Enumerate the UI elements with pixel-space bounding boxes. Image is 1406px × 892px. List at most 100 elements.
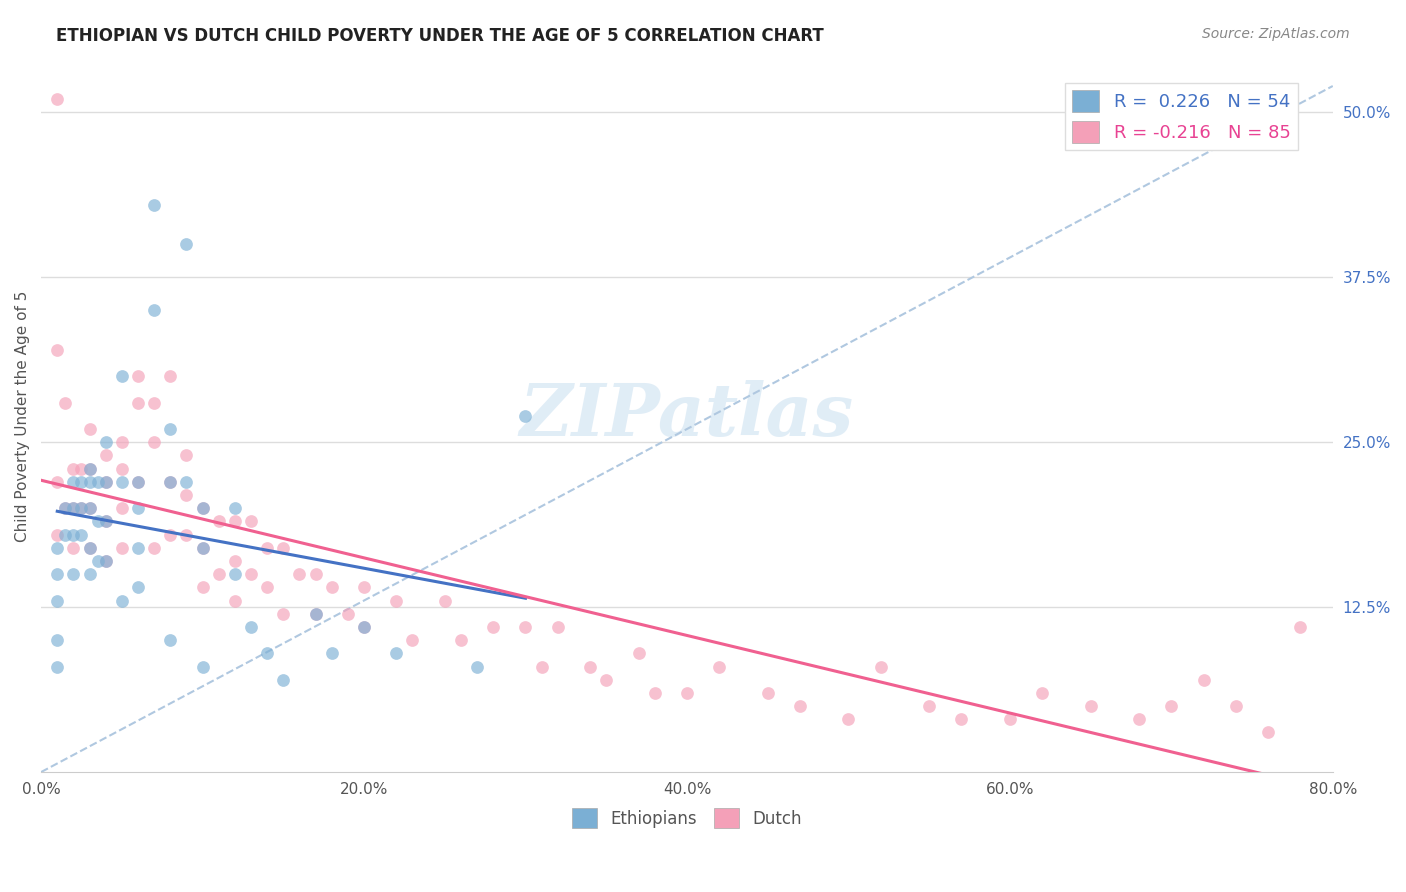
Point (127, 501, 149, 516)
Point (94, 449, 117, 463)
Point (46, 475, 69, 489)
Point (70, 501, 93, 516)
Point (191, 541, 214, 555)
Legend: Ethiopians, Dutch: Ethiopians, Dutch (565, 801, 808, 835)
Point (111, 593, 134, 607)
Point (385, 646, 408, 660)
Point (79, 461, 101, 475)
Point (159, 475, 181, 489)
Point (79, 541, 101, 555)
Text: ZIPatlas: ZIPatlas (520, 380, 853, 451)
Point (1192, 673, 1215, 687)
Point (62, 501, 84, 516)
Point (1080, 699, 1102, 714)
Point (176, 475, 198, 489)
Point (950, 712, 973, 726)
Point (70, 461, 93, 475)
Point (208, 514, 231, 528)
Point (79, 501, 101, 516)
Point (224, 501, 246, 516)
Point (176, 237, 198, 252)
Point (46, 567, 69, 582)
Point (353, 580, 375, 594)
Point (1257, 725, 1279, 739)
Point (159, 633, 181, 648)
Point (1225, 699, 1247, 714)
Point (46, 659, 69, 673)
Point (143, 395, 166, 409)
Point (159, 422, 181, 436)
Point (86, 514, 108, 528)
Point (271, 541, 294, 555)
Point (94, 554, 117, 568)
Point (159, 475, 181, 489)
Point (401, 633, 423, 648)
Point (111, 541, 134, 555)
Point (353, 620, 375, 634)
Point (79, 422, 101, 436)
Point (143, 541, 166, 555)
Point (191, 541, 214, 555)
Point (321, 646, 343, 660)
Point (127, 369, 149, 384)
Point (530, 659, 553, 673)
Point (79, 501, 101, 516)
Point (918, 699, 941, 714)
Point (353, 620, 375, 634)
Point (62, 527, 84, 541)
Point (111, 475, 134, 489)
Point (271, 673, 294, 687)
Point (256, 580, 278, 594)
Point (224, 554, 246, 568)
Point (336, 607, 359, 621)
Point (1128, 712, 1150, 726)
Point (111, 435, 134, 450)
Point (224, 567, 246, 582)
Point (433, 593, 456, 607)
Point (53, 527, 76, 541)
Point (224, 593, 246, 607)
Point (644, 686, 666, 700)
Point (79, 541, 101, 555)
Point (676, 686, 699, 700)
Point (62, 501, 84, 516)
Point (837, 712, 859, 726)
Point (127, 580, 149, 594)
Point (79, 461, 101, 475)
Point (385, 593, 408, 607)
Point (240, 567, 263, 582)
Point (46, 633, 69, 648)
Point (627, 646, 650, 660)
Point (159, 527, 181, 541)
Point (515, 409, 537, 423)
Y-axis label: Child Poverty Under the Age of 5: Child Poverty Under the Age of 5 (15, 290, 30, 541)
Point (465, 659, 488, 673)
Point (515, 620, 537, 634)
Point (208, 567, 231, 582)
Point (53, 501, 76, 516)
Point (94, 435, 117, 450)
Point (1289, 620, 1312, 634)
Point (191, 501, 214, 516)
Point (94, 514, 117, 528)
Point (304, 607, 326, 621)
Point (46, 92, 69, 106)
Point (756, 686, 779, 700)
Point (79, 475, 101, 489)
Point (111, 369, 134, 384)
Point (70, 501, 93, 516)
Point (94, 475, 117, 489)
Point (1031, 686, 1053, 700)
Point (70, 475, 93, 489)
Point (127, 541, 149, 555)
Point (304, 567, 326, 582)
Point (482, 620, 505, 634)
Point (62, 541, 84, 555)
Point (53, 501, 76, 516)
Point (46, 593, 69, 607)
Point (79, 567, 101, 582)
Point (127, 395, 149, 409)
Point (176, 449, 198, 463)
Point (46, 527, 69, 541)
Text: Source: ZipAtlas.com: Source: ZipAtlas.com (1202, 27, 1350, 41)
